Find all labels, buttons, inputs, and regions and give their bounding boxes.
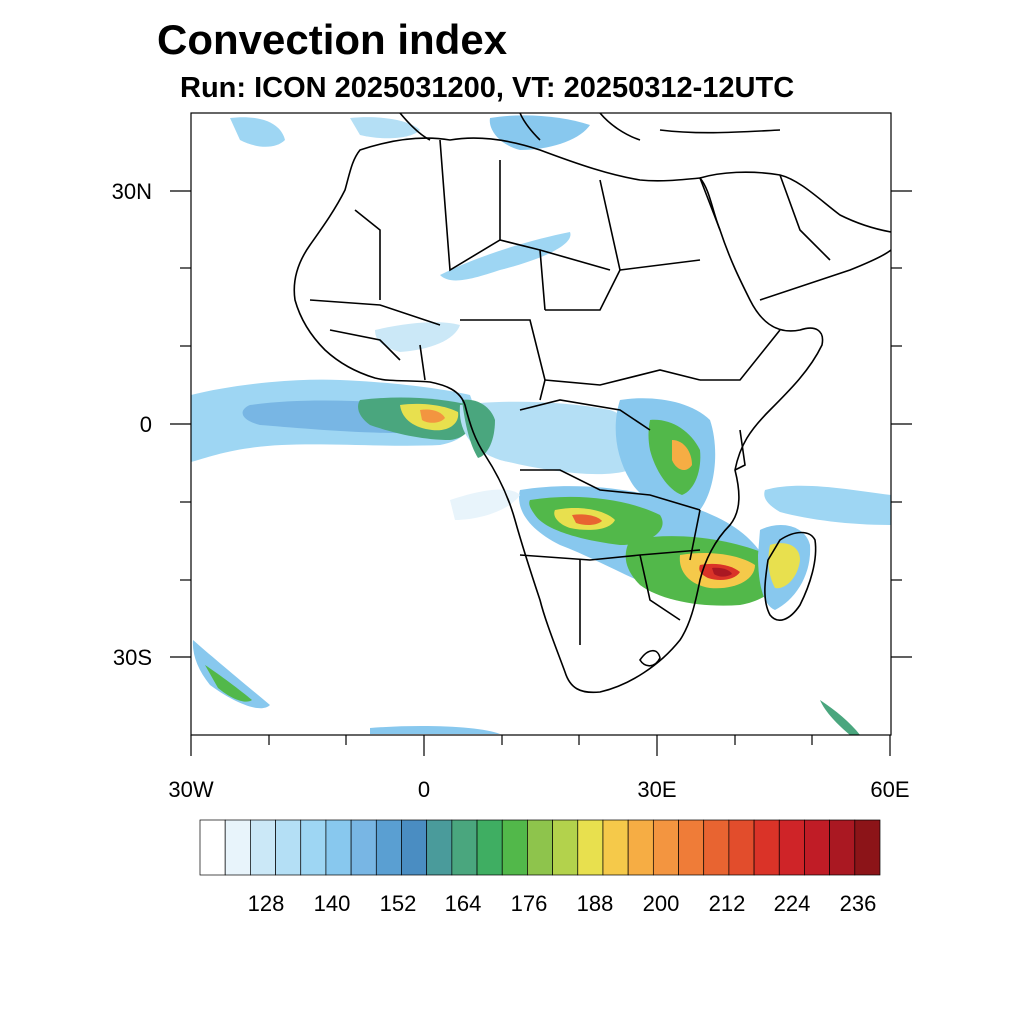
colorbar-swatch [325, 819, 352, 876]
colorbar-swatch [753, 819, 780, 876]
arabia-south [759, 249, 891, 301]
colorbar-swatch [728, 819, 755, 876]
colorbar [199, 819, 881, 876]
border-11 [519, 549, 701, 561]
border-13 [639, 554, 681, 621]
colorbar-swatch [577, 819, 604, 876]
colorbar-swatch [501, 819, 528, 876]
colorbar-swatch [250, 819, 276, 876]
colorbar-swatch [401, 819, 428, 876]
field-med [489, 115, 590, 150]
colorbar-labels: 128 140 152 164 176 188 200 212 224 236 [248, 891, 877, 916]
chart-title: Convection index [157, 16, 508, 63]
field-westafrica [375, 322, 460, 352]
field-sahara-band [440, 232, 571, 281]
border-8 [544, 369, 701, 386]
field-mozambique-dark [712, 567, 732, 577]
border-18 [329, 329, 401, 361]
colorbar-label: 200 [643, 891, 680, 916]
colorbar-swatch [552, 819, 579, 876]
lon-label-60e: 60E [870, 777, 909, 802]
lat-label-30n: 30N [112, 179, 152, 204]
italy-coast [519, 113, 541, 141]
colorbar-swatch [804, 819, 830, 876]
border-5 [545, 269, 621, 311]
field-cameroon [462, 399, 495, 458]
colorbar-swatch [275, 819, 302, 876]
colorbar-swatch [627, 819, 654, 876]
colorbar-label: 224 [774, 891, 811, 916]
border-15 [734, 429, 746, 471]
border-22 [639, 649, 661, 667]
field-south-strip [370, 726, 500, 734]
lat-label-30s: 30S [113, 645, 152, 670]
colorbar-label: 140 [314, 891, 351, 916]
greece-coast [599, 113, 641, 141]
lon-label-30w: 30W [168, 777, 213, 802]
field-congo [459, 401, 641, 475]
field-sw-core [205, 665, 252, 702]
coastlines [293, 113, 891, 694]
border-7 [460, 319, 546, 401]
colorbar-label: 212 [709, 891, 746, 916]
lon-label-30e: 30E [637, 777, 676, 802]
border-10 [520, 469, 701, 511]
colorbar-swatch [224, 819, 251, 876]
convection-field [191, 115, 891, 735]
colorbar-swatch [778, 819, 805, 876]
lon-label-0: 0 [418, 777, 430, 802]
colorbar-swatch [678, 819, 705, 876]
colorbar-swatch [350, 819, 377, 876]
field-madagascar-core [768, 543, 800, 589]
border-1 [354, 209, 381, 300]
colorbar-label: 152 [380, 891, 417, 916]
europe-coast [399, 113, 431, 141]
colorbar-swatch [602, 819, 629, 876]
field-sw-atlantic [192, 640, 270, 709]
colorbar-swatch [854, 819, 881, 876]
colorbar-swatch [300, 819, 327, 876]
arabia-coast [699, 171, 891, 233]
border-20 [779, 174, 831, 261]
colorbar-swatch [829, 819, 856, 876]
border-4 [599, 179, 701, 271]
field-med2 [350, 117, 420, 139]
colorbar-swatch [652, 819, 679, 876]
colorbar-label: 176 [511, 891, 548, 916]
field-zambia-red [572, 514, 602, 526]
lat-label-0: 0 [140, 412, 152, 437]
field-lakes-hot [672, 440, 692, 471]
axis-ticks [170, 190, 912, 756]
colorbar-label: 236 [840, 891, 877, 916]
colorbar-swatch [476, 819, 503, 876]
chart-subtitle: Run: ICON 2025031200, VT: 20250312-12UTC [180, 72, 795, 104]
colorbar-swatch [451, 819, 478, 876]
border-16 [700, 329, 781, 381]
colorbar-swatch [375, 819, 402, 876]
turkey-coast [659, 129, 781, 134]
colorbar-label: 164 [445, 891, 482, 916]
border-21 [699, 177, 721, 231]
africa-coastline [293, 137, 824, 694]
field-se-strip [820, 700, 860, 735]
colorbar-label: 128 [248, 891, 285, 916]
field-indian-ocean [764, 485, 891, 525]
colorbar-swatch [703, 819, 730, 876]
colorbar-swatch [426, 819, 453, 876]
border-2 [439, 139, 546, 311]
border-19 [419, 344, 426, 381]
colorbar-swatch [527, 819, 553, 876]
border-9 [519, 399, 651, 431]
border-6 [539, 249, 611, 271]
field-gulf-hot2 [420, 409, 445, 423]
field-south-atlantic [450, 489, 520, 520]
colorbar-label: 188 [577, 891, 614, 916]
madagascar-coast [764, 531, 817, 621]
colorbar-swatch [199, 819, 226, 876]
border-14 [689, 509, 701, 561]
field-north-atlantic [230, 117, 285, 147]
border-17 [309, 299, 441, 326]
